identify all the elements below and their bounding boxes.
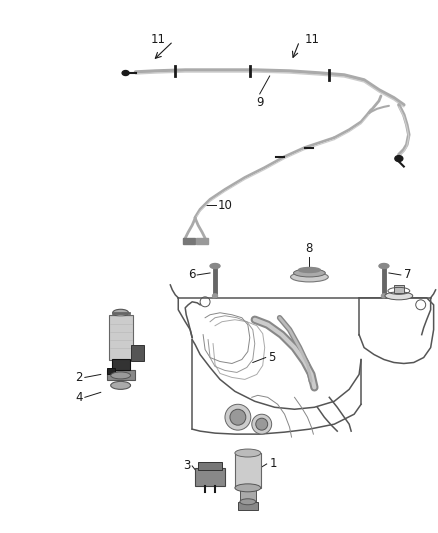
- Bar: [183, 238, 195, 244]
- Text: 6: 6: [187, 269, 195, 281]
- Text: 8: 8: [306, 242, 313, 255]
- Ellipse shape: [111, 372, 131, 379]
- Text: 9: 9: [256, 96, 264, 109]
- Circle shape: [252, 414, 272, 434]
- Ellipse shape: [293, 269, 325, 277]
- Ellipse shape: [240, 499, 256, 505]
- Ellipse shape: [212, 294, 218, 298]
- Circle shape: [230, 409, 246, 425]
- Circle shape: [256, 418, 268, 430]
- Bar: [198, 462, 222, 470]
- Bar: [240, 488, 256, 502]
- Text: 3: 3: [183, 459, 190, 472]
- Ellipse shape: [235, 449, 261, 457]
- Ellipse shape: [381, 294, 386, 298]
- Ellipse shape: [122, 70, 129, 76]
- Text: 2: 2: [75, 371, 83, 384]
- Text: 11: 11: [150, 33, 165, 46]
- Bar: [394, 285, 404, 293]
- Ellipse shape: [298, 268, 320, 272]
- Bar: [109, 315, 133, 360]
- Ellipse shape: [111, 382, 131, 389]
- Text: 5: 5: [268, 351, 275, 364]
- Circle shape: [225, 404, 251, 430]
- Bar: [238, 502, 258, 510]
- Bar: [196, 238, 208, 244]
- Text: 10: 10: [218, 199, 233, 212]
- Text: 4: 4: [75, 391, 83, 404]
- Ellipse shape: [210, 263, 220, 269]
- Ellipse shape: [385, 292, 413, 300]
- Bar: [235, 453, 261, 488]
- Bar: [131, 345, 145, 360]
- Ellipse shape: [113, 309, 129, 316]
- Ellipse shape: [290, 272, 328, 282]
- Bar: [112, 359, 130, 370]
- Ellipse shape: [235, 484, 261, 492]
- Bar: [107, 368, 115, 375]
- Ellipse shape: [395, 156, 403, 161]
- Ellipse shape: [379, 263, 389, 269]
- Text: 7: 7: [404, 269, 411, 281]
- Text: 1: 1: [270, 457, 277, 471]
- Bar: [107, 370, 134, 381]
- Bar: [195, 468, 225, 486]
- Text: 11: 11: [304, 33, 319, 46]
